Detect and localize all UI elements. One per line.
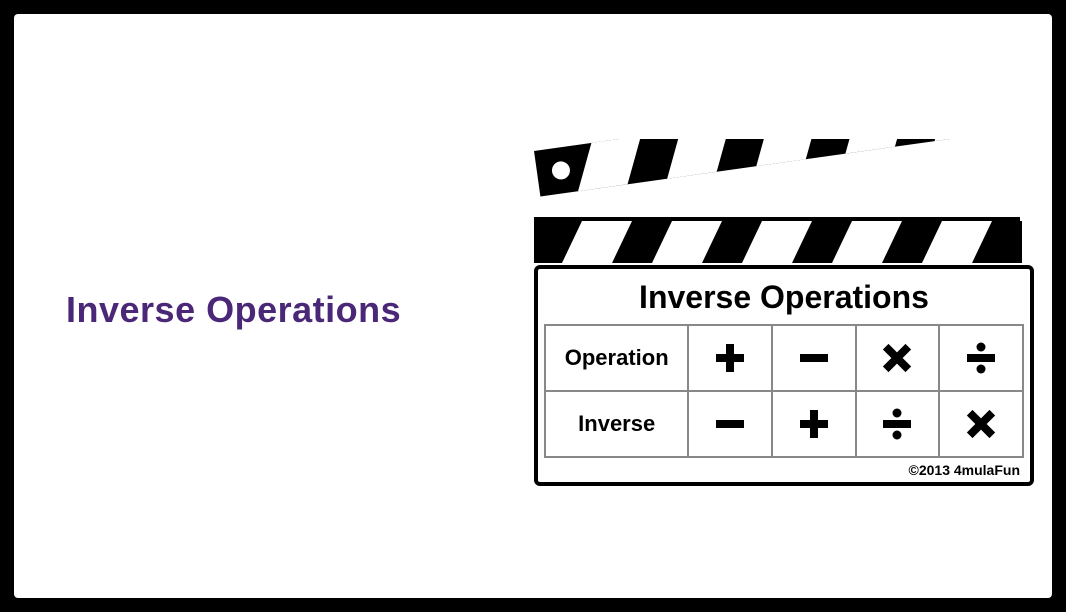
clapper-board: Inverse Operations Operation Inverse (534, 265, 1034, 486)
clapper-sticks (512, 139, 1022, 267)
slide-frame: Inverse Operations (14, 14, 1052, 598)
cell-op-2 (856, 325, 940, 391)
cell-inv-2 (856, 391, 940, 457)
top-tab (453, 0, 613, 8)
operations-table: Operation Inverse (544, 324, 1024, 458)
cell-op-3 (939, 325, 1023, 391)
table-row: Inverse (545, 391, 1023, 457)
credit-text: ©2013 4mulaFun (544, 458, 1024, 480)
page-title: Inverse Operations (66, 289, 401, 331)
row-label: Operation (545, 325, 688, 391)
cell-op-0 (688, 325, 772, 391)
row-label: Inverse (545, 391, 688, 457)
cell-inv-0 (688, 391, 772, 457)
board-title: Inverse Operations (544, 275, 1024, 324)
clapperboard: Inverse Operations Operation Inverse (512, 139, 1022, 486)
cell-inv-3 (939, 391, 1023, 457)
cell-op-1 (772, 325, 856, 391)
table-row: Operation (545, 325, 1023, 391)
cell-inv-1 (772, 391, 856, 457)
